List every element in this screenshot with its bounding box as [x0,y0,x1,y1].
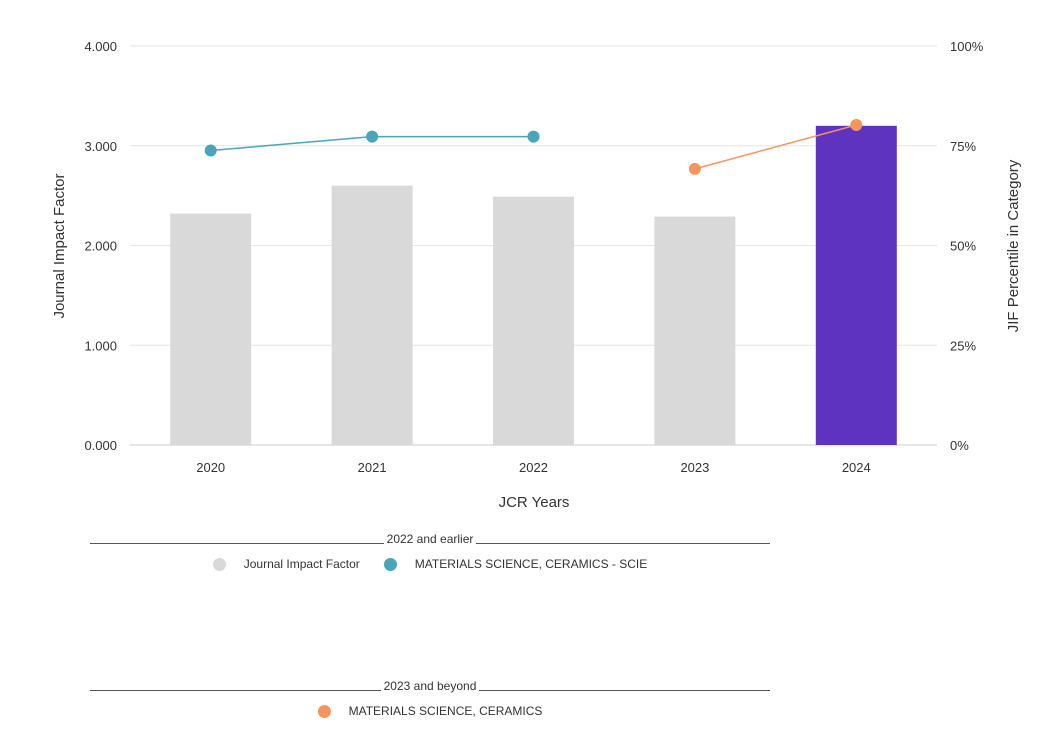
left-tick-label: 0.000 [84,438,117,453]
bar-2020[interactable] [170,213,252,445]
x-tick-label: 2023 [680,460,709,475]
x-axis-title: JCR Years [499,494,570,511]
left-tick-label: 2.000 [84,239,117,254]
right-axis-ticks: 0% 25% 50% 75% 100% [950,39,984,453]
legend-group-header: 2022 and earlier [90,532,771,546]
left-axis-ticks: 0.000 1.000 2.000 3.000 4.000 [84,39,117,453]
legend-group-2022-and-earlier: 2022 and earlier Journal Impact Factor M… [90,532,771,571]
series-point[interactable] [204,144,217,157]
jif-combo-chart: 0.000 1.000 2.000 3.000 4.000 0% 25% 50% 75% 100… [51,39,1022,511]
left-tick-label: 1.000 [84,338,117,353]
legend-item-ceramics[interactable]: MATERIALS SCIENCE, CERAMICS [317,704,543,718]
legend-divider-left [90,681,381,691]
line-series [204,119,863,175]
legend-group-header: 2023 and beyond [90,679,771,693]
left-tick-label: 4.000 [84,39,117,54]
x-tick-label: 2021 [358,460,387,475]
legend-swatch-orange [317,704,331,718]
bar-2024[interactable] [815,125,897,446]
left-tick-label: 3.000 [84,139,117,154]
right-tick-label: 0% [950,438,969,453]
legend-swatch-gray [212,557,226,571]
right-tick-label: 100% [950,39,984,54]
x-tick-label: 2022 [519,460,548,475]
series-point[interactable] [850,119,863,132]
bar-2022[interactable] [493,196,574,445]
legend-divider-right [476,534,771,544]
legend-group-title: 2023 and beyond [383,679,477,693]
right-tick-label: 50% [950,239,976,254]
x-tick-label: 2024 [842,460,871,475]
bar-series [170,125,897,446]
legend-label: Journal Impact Factor [243,557,360,571]
legend-group-2023-and-beyond: 2023 and beyond MATERIALS SCIENCE, CERAM… [90,679,771,718]
x-axis-ticks: 2020 2021 2022 2023 2024 [196,460,871,475]
x-tick-label: 2020 [196,460,225,475]
series-point[interactable] [688,162,701,175]
legend-item-journal-impact-factor[interactable]: Journal Impact Factor [212,557,360,571]
left-axis-title: Journal Impact Factor [51,173,68,318]
right-tick-label: 25% [950,338,976,353]
legend-label: MATERIALS SCIENCE, CERAMICS - SCIE [414,557,648,571]
legend-swatch-teal [383,557,397,571]
legend-divider-right [479,681,771,691]
legend-row: Journal Impact Factor MATERIALS SCIENCE,… [90,557,770,571]
legend-divider-left [90,534,384,544]
legend-row: MATERIALS SCIENCE, CERAMICS [90,704,770,718]
bar-2021[interactable] [331,185,413,445]
legend-label: MATERIALS SCIENCE, CERAMICS [348,704,543,718]
legend-item-ceramics-scie[interactable]: MATERIALS SCIENCE, CERAMICS - SCIE [383,557,648,571]
right-tick-label: 75% [950,139,976,154]
right-axis-title: JIF Percentile in Category [1005,159,1022,332]
series-point[interactable] [366,130,379,143]
bar-2023[interactable] [654,216,736,445]
series-line-1 [694,124,857,170]
legend-group-title: 2022 and earlier [386,532,474,546]
series-point[interactable] [527,130,540,143]
